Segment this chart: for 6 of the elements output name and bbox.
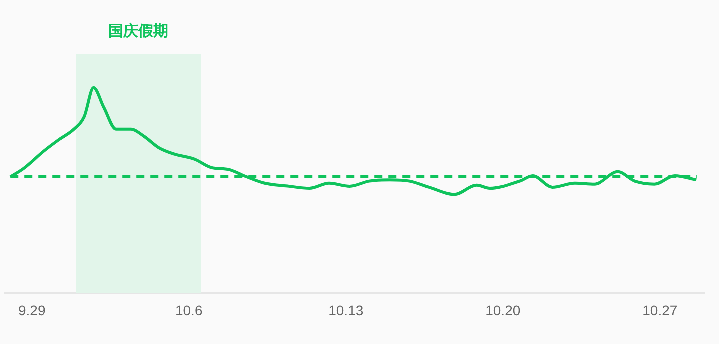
x-tick-label: 10.6 — [175, 302, 203, 318]
x-tick-label: 10.27 — [642, 302, 678, 318]
x-tick-label: 10.20 — [486, 302, 521, 318]
x-tick-label: 10.13 — [328, 302, 364, 318]
band-label: 国庆假期 — [108, 22, 169, 40]
x-tick-label: 9.29 — [18, 302, 46, 318]
